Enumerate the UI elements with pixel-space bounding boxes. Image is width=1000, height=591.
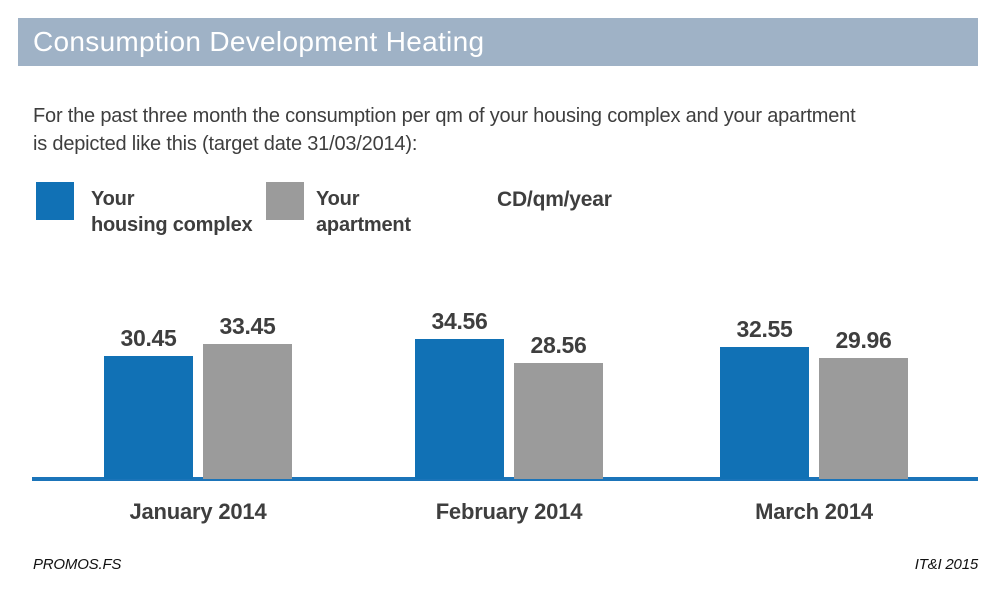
legend-label-apartment: Your apartment — [316, 186, 411, 238]
bar-apartment-1 — [203, 344, 292, 479]
category-label-1: January 2014 — [129, 499, 267, 524]
bar-value-label: 28.56 — [530, 332, 587, 358]
bar-value-label: 32.55 — [736, 316, 793, 342]
bar-housing-complex-2 — [415, 339, 504, 479]
legend-label-line2: apartment — [316, 214, 411, 236]
bar-housing-complex-1 — [104, 356, 193, 479]
bar-apartment-3 — [819, 358, 908, 479]
category-label-2: February 2014 — [435, 499, 583, 524]
page-title: Consumption Development Heating — [33, 26, 485, 57]
legend-label-line2: housing complex — [91, 214, 253, 236]
footer-brand: PROMOS.FS — [33, 556, 122, 573]
legend-label-housing-complex: Your housing complex — [91, 186, 253, 238]
legend-label-line1: Your — [316, 188, 360, 210]
intro-line-2: is depicted like this (target date 31/03… — [33, 133, 418, 155]
legend-swatch-housing-complex — [36, 182, 74, 220]
bar-value-label: 29.96 — [835, 327, 892, 353]
legend-swatch-apartment — [266, 182, 304, 220]
x-axis-line — [32, 477, 978, 481]
bar-value-label: 33.45 — [219, 313, 276, 339]
title-bar: Consumption Development Heating — [18, 18, 978, 66]
bar-housing-complex-3 — [720, 347, 809, 479]
category-label-3: March 2014 — [755, 499, 873, 524]
bar-value-label: 30.45 — [120, 325, 177, 351]
intro-text: For the past three month the consumption… — [33, 102, 983, 158]
bar-value-label: 34.56 — [431, 308, 488, 334]
intro-line-1: For the past three month the consumption… — [33, 105, 856, 127]
unit-label: CD/qm/year — [497, 188, 612, 211]
legend-label-line1: Your — [91, 188, 135, 210]
footer-credit: IT&I 2015 — [914, 556, 978, 573]
bar-apartment-2 — [514, 363, 603, 479]
